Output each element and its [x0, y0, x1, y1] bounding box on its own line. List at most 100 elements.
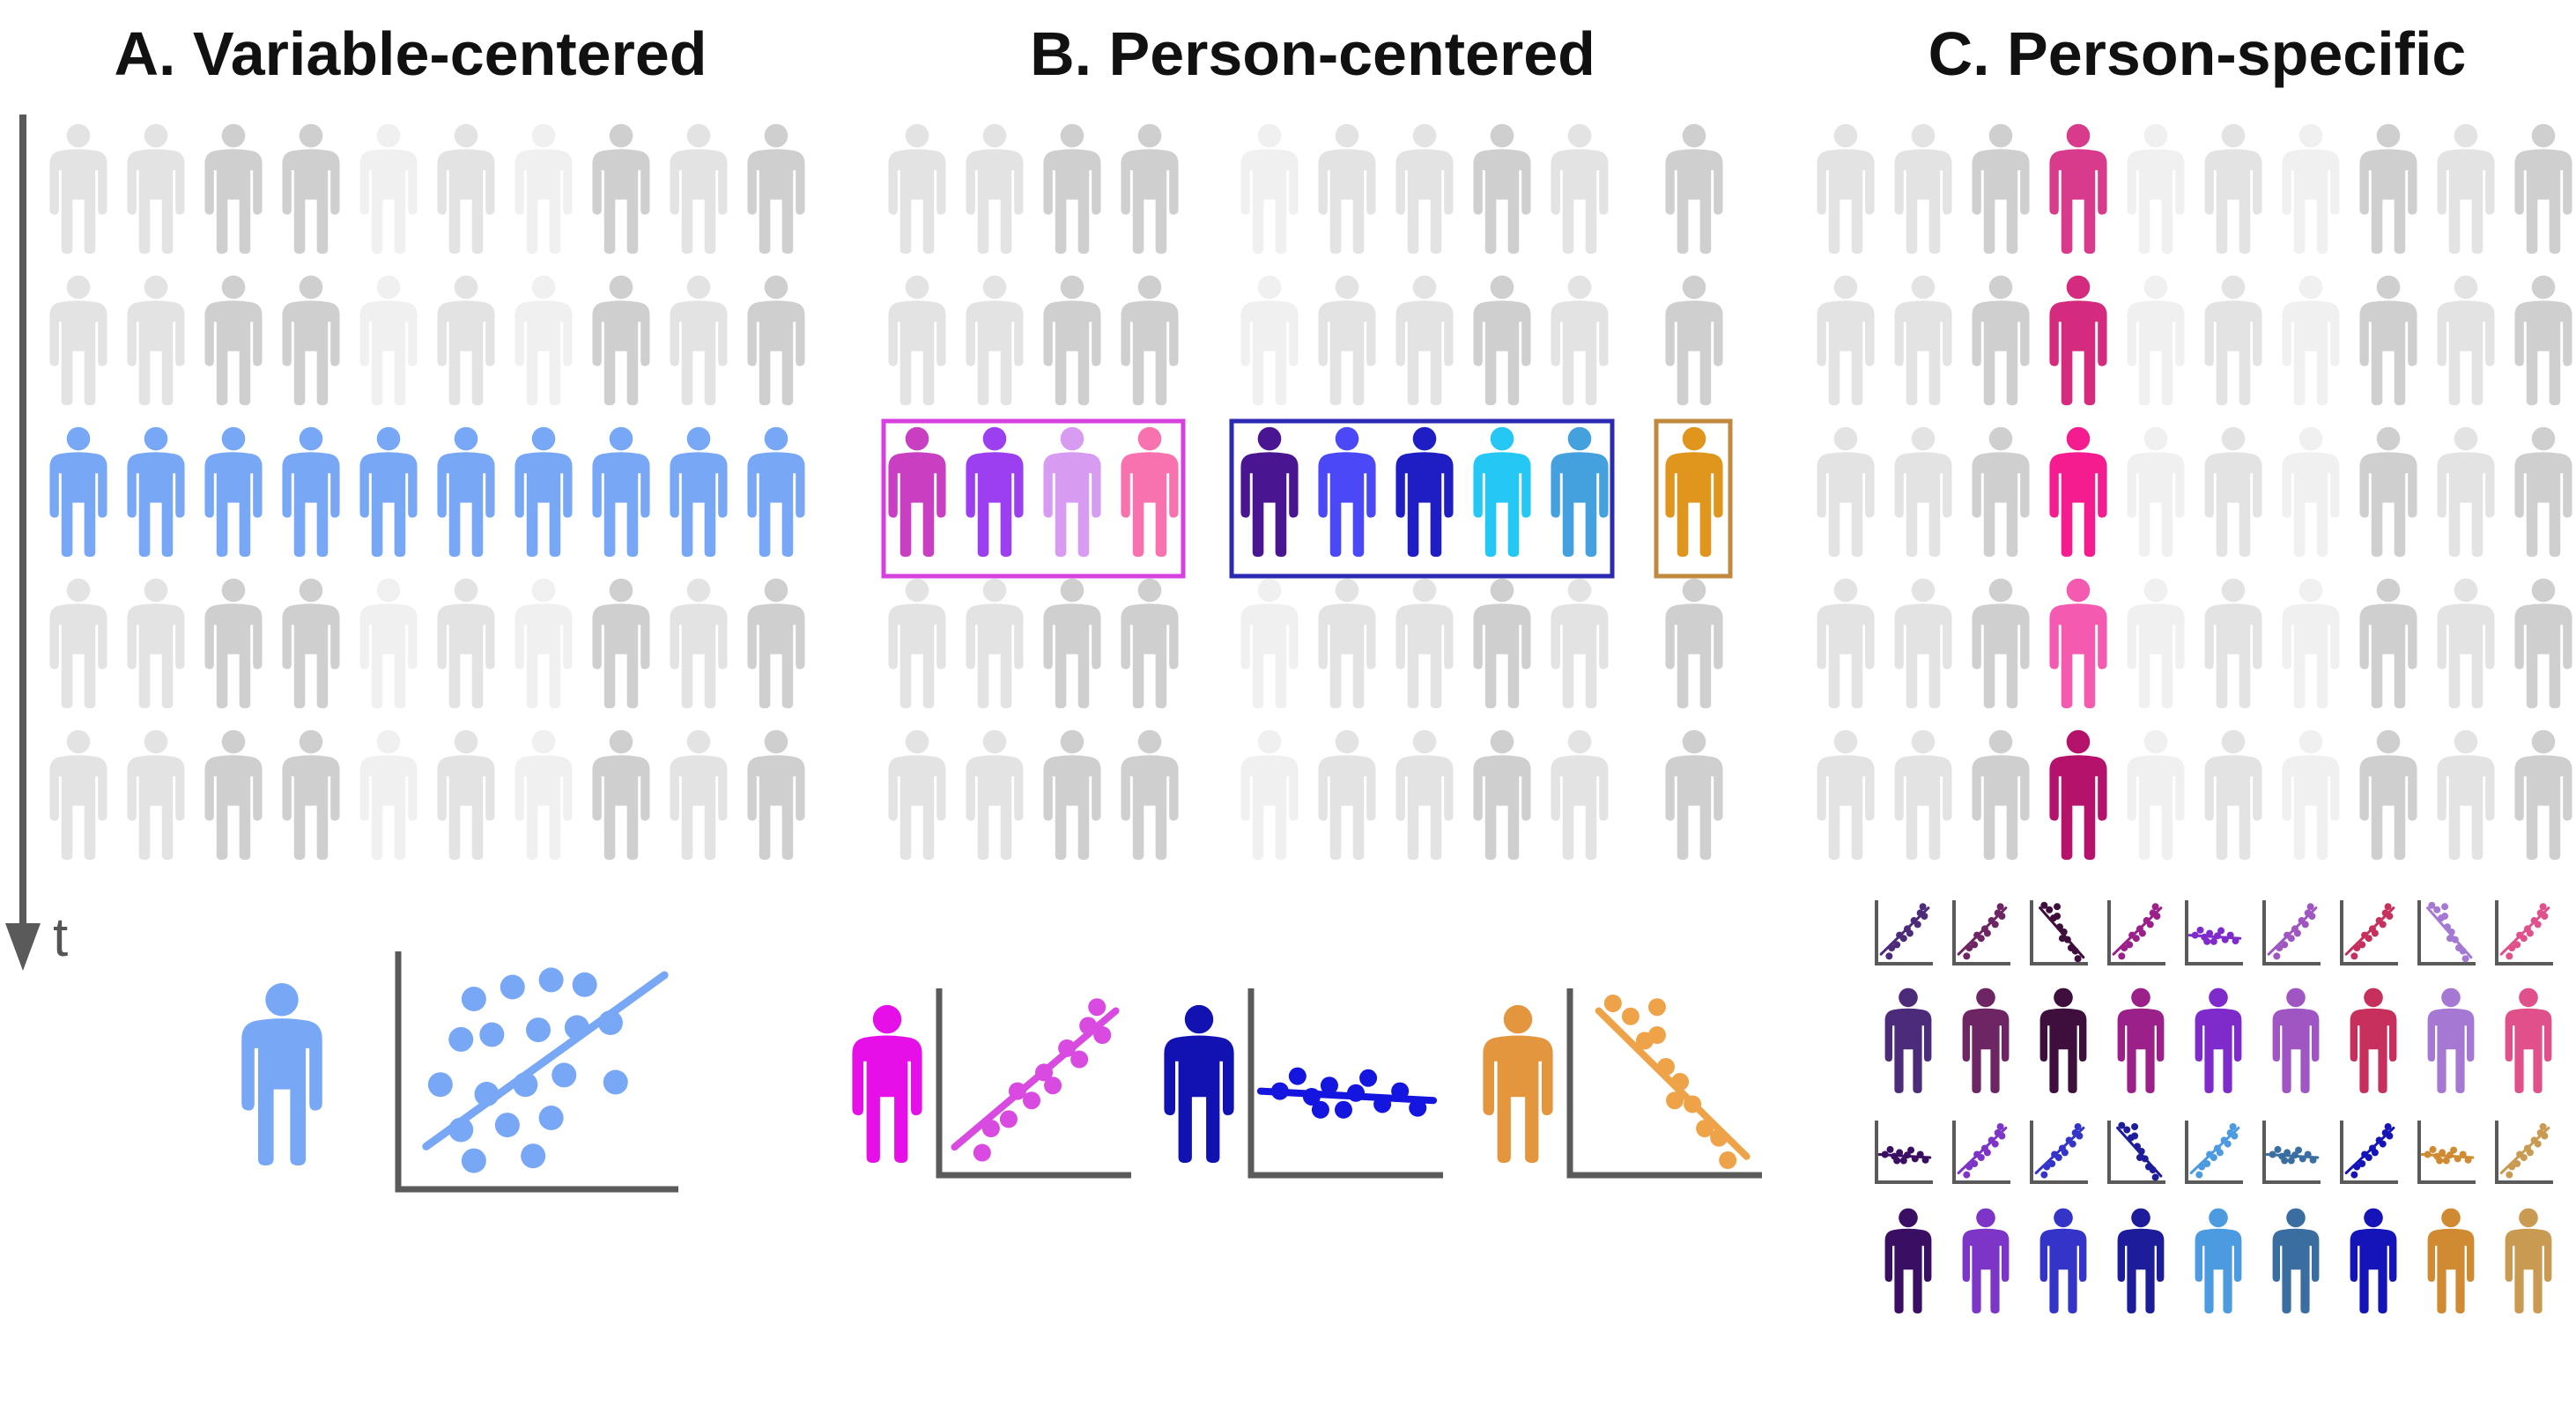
scatter-point [1035, 1063, 1054, 1082]
scatter-point [2273, 952, 2281, 960]
scatter-point [2304, 1150, 2312, 1158]
scatter-point [2506, 952, 2513, 960]
scatter-point [2054, 1154, 2062, 1161]
panel-c-grid [1817, 123, 2572, 860]
person-icon [670, 729, 728, 860]
person-icon [670, 123, 728, 254]
scatter-point [2461, 955, 2469, 963]
scatter-point [448, 1026, 474, 1052]
scatter-point [2539, 903, 2547, 911]
scatter-point [1373, 1095, 1392, 1113]
person-icon [1972, 123, 2030, 254]
person-icon [592, 426, 650, 557]
scatter-plot-icon [2340, 1121, 2398, 1184]
scatter-point [2054, 903, 2062, 911]
person-icon [1665, 123, 1723, 254]
scatter-point [2141, 1155, 2149, 1163]
person-icon [966, 275, 1024, 405]
scatter-point [2386, 1132, 2394, 1140]
person-icon [1817, 426, 1875, 557]
scatter-plot-icon [1247, 988, 1443, 1179]
scatter-plot-icon [2495, 1121, 2553, 1184]
scatter-point [2353, 1163, 2361, 1171]
scatter-point [2151, 903, 2159, 911]
person-icon [2359, 275, 2417, 405]
person-icon [2359, 123, 2417, 254]
person-icon [204, 426, 263, 557]
person-icon [49, 729, 107, 860]
scatter-point [2126, 941, 2134, 949]
scatter-point [1885, 952, 1893, 960]
person-icon [966, 729, 1024, 860]
scatter-point [2056, 923, 2063, 931]
scatter-point [538, 967, 564, 993]
person-icon [1473, 578, 1531, 708]
scatter-point [2232, 937, 2239, 945]
person-icon [592, 275, 650, 405]
person-icon [670, 578, 728, 708]
person-icon [1240, 729, 1299, 860]
person-icon [2049, 578, 2107, 708]
scatter-point [2446, 1151, 2454, 1159]
scatter-point [2444, 923, 2451, 931]
scatter-point [2534, 1140, 2542, 1148]
scatter-point [1391, 1082, 1410, 1100]
scatter-point [2436, 1157, 2444, 1165]
scatter-point [1647, 1026, 1666, 1044]
person-icon [2204, 578, 2262, 708]
scatter-point [1896, 1149, 1904, 1157]
scatter-plot-icon [2417, 1121, 2476, 1184]
scatter-point [2123, 1126, 2131, 1134]
person-icon [514, 275, 573, 405]
person-icon [1043, 578, 1101, 708]
person-icon [1318, 729, 1376, 860]
person-icon [204, 123, 263, 254]
person-icon [592, 729, 650, 860]
scatter-point [2217, 927, 2225, 935]
scatter-point [2295, 1146, 2303, 1154]
scatter-point [2213, 932, 2221, 940]
scatter-point [2269, 1150, 2276, 1158]
person-icon [592, 578, 650, 708]
scatter-point [2384, 903, 2392, 911]
person-icon [747, 426, 805, 557]
time-axis-label: t [53, 907, 68, 968]
scatter-plot-icon [2030, 900, 2088, 965]
person-icon [49, 123, 107, 254]
scatter-point [500, 974, 525, 1000]
scatter-plot-icon [2262, 1121, 2321, 1184]
person-icon [127, 729, 185, 860]
scatter-point [1008, 1082, 1026, 1100]
person-icon [2437, 275, 2495, 405]
person-icon [2204, 729, 2262, 860]
scatter-point [2301, 921, 2309, 928]
plot-axes [1875, 1121, 1933, 1184]
scatter-point [1881, 1150, 1889, 1158]
person-icon [2282, 426, 2340, 557]
person-icon [888, 578, 946, 708]
scatter-point [2350, 1171, 2358, 1179]
scatter-point [2195, 1171, 2203, 1179]
scatter-point [2040, 1171, 2048, 1179]
scatter-point [981, 1120, 1000, 1137]
scatter-plot-icon [1952, 900, 2010, 965]
person-icon [282, 275, 340, 405]
scatter-point [2210, 1154, 2217, 1161]
scatter-point [2508, 1163, 2516, 1171]
scatter-plot-icon [2495, 900, 2553, 965]
scatter-point [2274, 1145, 2282, 1153]
scatter-point [2146, 921, 2154, 928]
person-icon [2359, 578, 2417, 708]
scatter-point [1886, 1145, 1894, 1153]
scatter-point [2121, 944, 2128, 951]
person-icon [2437, 578, 2495, 708]
scatter-point [1893, 941, 1901, 949]
scatter-point [1710, 1128, 1728, 1147]
person-icon [1551, 275, 1609, 405]
scatter-point [1347, 1084, 1366, 1102]
plot-axes [2107, 1121, 2165, 1184]
scatter-point [973, 1143, 991, 1162]
scatter-point [1906, 929, 1913, 937]
panel-c-summary [1875, 900, 2553, 1313]
person-icon [1043, 729, 1101, 860]
